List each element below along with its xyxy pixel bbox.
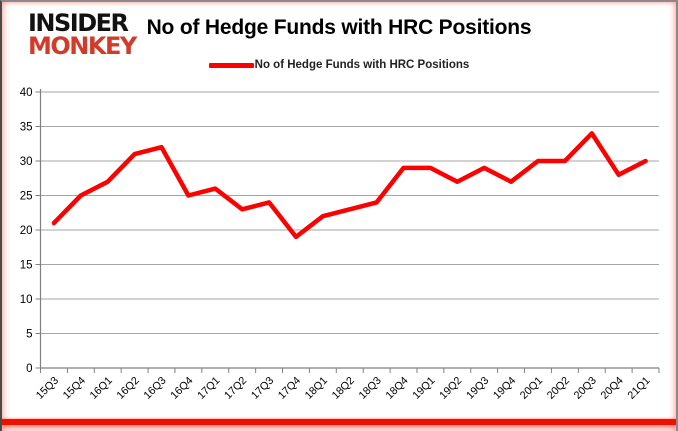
svg-text:16Q3: 16Q3 [141,375,168,402]
legend-line-swatch [208,62,254,68]
svg-text:10: 10 [20,294,33,306]
svg-text:18Q3: 18Q3 [357,375,384,402]
svg-text:18Q4: 18Q4 [383,375,410,402]
svg-text:20Q1: 20Q1 [518,375,545,402]
svg-text:17Q2: 17Q2 [222,375,249,402]
svg-text:5: 5 [26,329,32,341]
svg-text:20Q4: 20Q4 [599,375,626,402]
legend-label: No of Hedge Funds with HRC Positions [254,59,470,71]
svg-text:0: 0 [26,363,32,375]
logo-line-insider: INSIDER [28,9,129,37]
svg-text:16Q2: 16Q2 [115,375,142,402]
insider-monkey-logo: INSIDER MONKEY [28,9,137,60]
svg-text:30: 30 [20,156,33,168]
svg-text:25: 25 [20,191,33,203]
gridlines [40,91,659,334]
svg-text:40: 40 [20,87,33,99]
y-axis-labels: 0 5 10 15 20 25 30 35 40 [20,87,33,375]
svg-text:20Q2: 20Q2 [545,375,572,402]
chart-legend: No of Hedge Funds with HRC Positions [2,59,676,71]
svg-text:15: 15 [20,260,33,272]
svg-text:20Q3: 20Q3 [572,375,599,402]
svg-text:19Q1: 19Q1 [410,375,437,402]
svg-text:15Q3: 15Q3 [34,375,61,402]
svg-text:35: 35 [20,122,33,134]
svg-text:16Q1: 16Q1 [88,375,115,402]
series-line [51,131,648,240]
svg-text:17Q3: 17Q3 [249,375,276,402]
svg-text:17Q1: 17Q1 [195,375,222,402]
svg-text:19Q4: 19Q4 [491,375,518,402]
svg-text:21Q1: 21Q1 [626,375,653,402]
svg-text:16Q4: 16Q4 [168,375,195,402]
svg-text:18Q2: 18Q2 [330,375,357,402]
frame-bottom-red-glow [2,419,676,425]
svg-text:15Q4: 15Q4 [61,375,88,402]
svg-text:20: 20 [20,225,33,237]
svg-text:19Q3: 19Q3 [464,375,491,402]
x-axis-labels: 15Q3 15Q4 16Q1 16Q2 16Q3 16Q4 17Q1 17Q2 17Q3 17Q4… [34,375,653,402]
chart-title: No of Hedge Funds with HRC Positions [146,16,532,39]
svg-text:17Q4: 17Q4 [276,375,303,402]
axes [35,89,660,373]
logo-line-monkey: MONKEY [28,31,137,60]
svg-text:18Q1: 18Q1 [303,375,330,402]
svg-text:19Q2: 19Q2 [437,375,464,402]
